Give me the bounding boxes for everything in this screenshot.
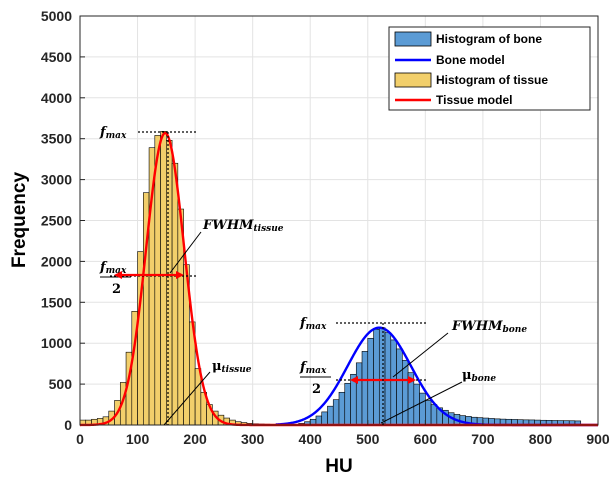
- bone-histogram-bar: [361, 351, 369, 426]
- y-tick-label: 4500: [41, 49, 72, 65]
- legend-label: Bone model: [436, 53, 505, 67]
- fwhm-tissue-label: FWHMtissue: [202, 218, 284, 234]
- mu-bone-label: μbone: [462, 368, 496, 384]
- legend-entry-bone-model: Bone model: [395, 53, 505, 67]
- bone-histogram-bar: [425, 400, 432, 426]
- tick-labels: 0 100 200 300 400 500 600 700 800 900 0 500 1000 1500…: [41, 8, 610, 447]
- histogram-bars: [79, 131, 599, 426]
- bone-histogram-bar: [367, 337, 374, 426]
- half-max-bone-label: fmax 2: [299, 360, 331, 397]
- mu-tissue-label: μtissue: [212, 359, 252, 375]
- fmax-tissue-label: fmax: [99, 125, 127, 141]
- legend-label: Tissue model: [436, 93, 512, 107]
- grid-lines: [79, 15, 599, 426]
- svg-text:2: 2: [312, 382, 321, 397]
- y-tick-label: 1500: [41, 294, 72, 310]
- tissue-histogram-bar: [171, 162, 179, 426]
- y-tick-label: 2000: [41, 253, 72, 269]
- tissue-histogram-bar: [160, 131, 167, 426]
- x-axis-label: HU: [325, 456, 352, 477]
- y-tick-label: 2500: [41, 213, 72, 229]
- legend: Histogram of bone Bone model Histogram o…: [388, 26, 591, 111]
- svg-text:fmax: fmax: [99, 260, 127, 276]
- y-tick-label: 4000: [41, 90, 72, 106]
- bone-histogram-bar: [373, 328, 380, 426]
- legend-entry-tissue-model: Tissue model: [395, 93, 512, 107]
- bone-histogram-bar: [355, 362, 363, 426]
- bone-histogram-bar: [332, 399, 340, 426]
- x-tick-label: 100: [126, 431, 150, 447]
- x-tick-label: 0: [76, 431, 84, 447]
- tissue-histogram-bar: [166, 140, 173, 426]
- axes: [79, 15, 599, 426]
- bone-histogram-bar: [344, 382, 351, 426]
- tissue-histogram-bar: [194, 368, 202, 426]
- bone-histogram-bar: [419, 392, 426, 426]
- legend-label: Histogram of bone: [436, 32, 542, 46]
- bone-histogram-bar: [338, 391, 346, 426]
- bone-histogram-bar: [390, 339, 397, 426]
- y-tick-label: 1000: [41, 335, 72, 351]
- y-tick-label: 0: [64, 417, 72, 433]
- bone-histogram-bar: [321, 411, 328, 426]
- svg-text:fmax: fmax: [299, 360, 327, 376]
- bone-histogram-bar: [327, 405, 334, 426]
- x-tick-label: 400: [299, 431, 323, 447]
- y-tick-label: 500: [49, 376, 73, 392]
- legend-swatch: [394, 31, 432, 47]
- x-tick-label: 700: [471, 431, 495, 447]
- legend-swatch: [394, 72, 432, 88]
- fwhm-bone-pointer: [392, 332, 449, 378]
- legend-entry-tissue-histogram: Histogram of tissue: [394, 72, 548, 88]
- x-tick-label: 600: [414, 431, 438, 447]
- annotations: fmax fmax 2 FWHMtissue μtissue fmax fmax…: [99, 125, 527, 426]
- legend-box: [388, 26, 591, 111]
- x-tick-label: 900: [586, 431, 610, 447]
- bone-histogram-bar: [430, 404, 438, 426]
- half-max-tissue-label: fmax 2: [99, 260, 131, 297]
- svg-text:2: 2: [112, 282, 121, 297]
- y-tick-label: 5000: [41, 8, 72, 24]
- fwhm-bone-label: FWHMbone: [451, 319, 527, 335]
- y-axis-label: Frequency: [9, 172, 30, 269]
- x-tick-label: 300: [241, 431, 265, 447]
- legend-entry-bone-histogram: Histogram of bone: [394, 31, 542, 47]
- legend-label: Histogram of tissue: [436, 73, 548, 87]
- fmax-bone-label: fmax: [299, 316, 327, 332]
- mu-bone-pointer: [380, 381, 463, 424]
- bone-histogram-bar: [378, 327, 386, 426]
- mu-tissue-pointer: [163, 371, 211, 426]
- fwhm-tissue-pointer: [169, 231, 202, 274]
- bone-histogram-bar: [384, 332, 392, 426]
- bone-histogram-bar: [315, 415, 323, 426]
- y-tick-label: 3500: [41, 131, 72, 147]
- x-tick-label: 500: [356, 431, 380, 447]
- x-tick-label: 200: [183, 431, 207, 447]
- tissue-histogram-bar: [154, 135, 161, 426]
- bone-histogram-bar: [402, 360, 409, 426]
- x-tick-label: 800: [529, 431, 553, 447]
- y-tick-label: 3000: [41, 172, 72, 188]
